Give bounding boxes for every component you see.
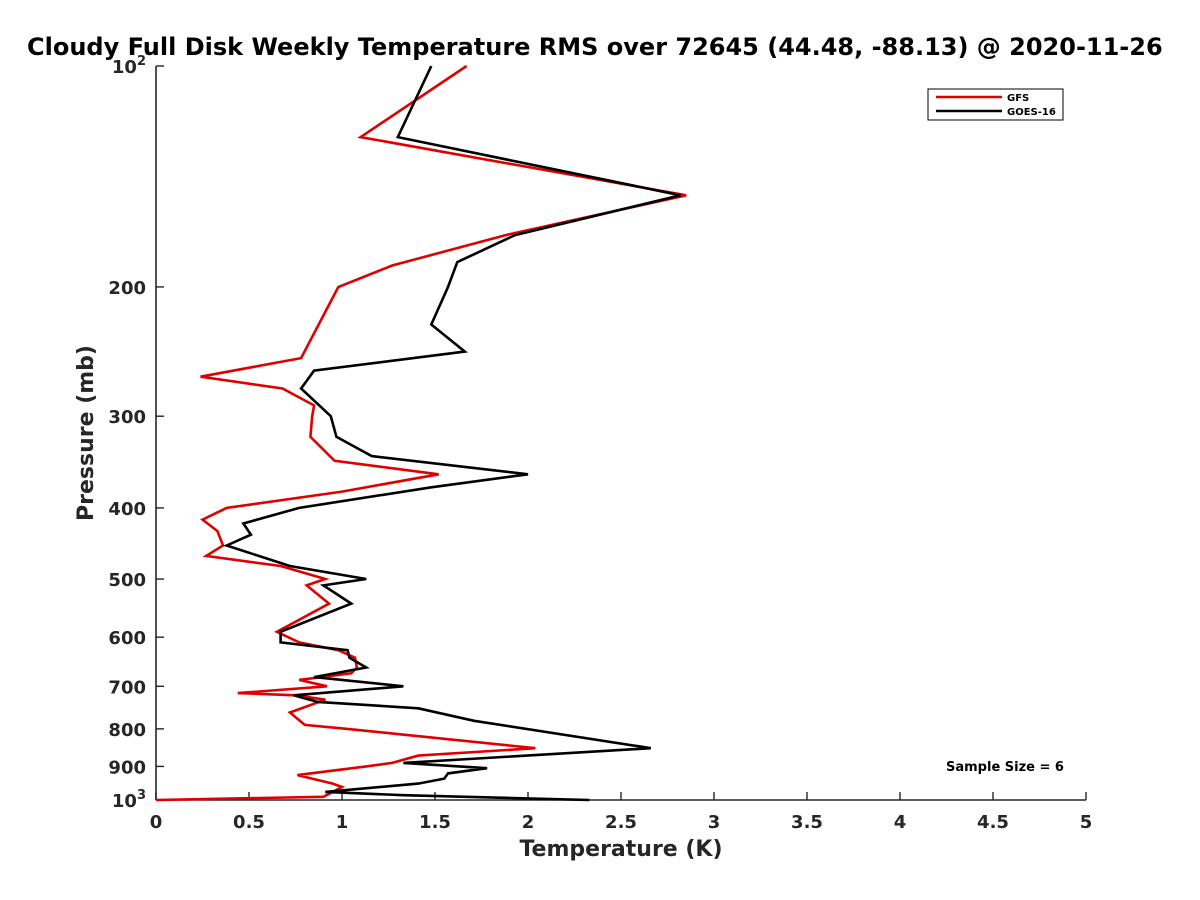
y-tick-label: 600 xyxy=(108,628,146,649)
y-tick-label: 400 xyxy=(108,499,146,520)
y-tick-base: 10 xyxy=(112,791,137,812)
x-tick-label: 3.5 xyxy=(791,812,823,833)
y-axis-label: Pressure (mb) xyxy=(74,345,99,521)
series-line-goes16 xyxy=(223,65,681,802)
y-tick-label: 900 xyxy=(108,757,146,778)
x-tick-label: 4 xyxy=(894,812,907,833)
y-tick-label: 200 xyxy=(108,278,146,299)
y-tick-label: 500 xyxy=(108,570,146,591)
y-tick-exponent: 3 xyxy=(137,788,146,803)
x-tick-label: 3 xyxy=(708,812,721,833)
legend-label-goes16: GOES-16 xyxy=(1007,107,1056,118)
x-axis-label: Temperature (K) xyxy=(519,837,722,862)
sample-size-annotation: Sample Size = 6 xyxy=(946,760,1064,775)
x-tick-label: 1.5 xyxy=(419,812,451,833)
y-tick-label: 800 xyxy=(108,720,146,741)
x-tick-label: 2 xyxy=(522,812,535,833)
x-tick-label: 5 xyxy=(1080,812,1093,833)
series-lines xyxy=(155,64,687,802)
chart-title: Cloudy Full Disk Weekly Temperature RMS … xyxy=(27,33,1163,61)
y-tick-exponent: 2 xyxy=(137,54,146,69)
x-tick-label: 0.5 xyxy=(233,812,265,833)
x-tick-label: 2.5 xyxy=(605,812,637,833)
plot-area: 0 0.5 1 1.5 2 2.5 3 3.5 4 4.5 5 102200300400500600… xyxy=(108,54,1092,833)
y-tick-label: 103 xyxy=(112,788,146,812)
legend-label-gfs: GFS xyxy=(1007,93,1029,104)
y-tick-base: 10 xyxy=(112,57,137,78)
legend-box xyxy=(927,88,1064,121)
x-tick-label: 1 xyxy=(336,812,349,833)
x-axis-ticks: 0 0.5 1 1.5 2 2.5 3 3.5 4 4.5 5 xyxy=(150,792,1093,833)
y-tick-label: 102 xyxy=(112,54,146,78)
y-tick-label: 700 xyxy=(108,677,146,698)
y-tick-label: 300 xyxy=(108,407,146,428)
x-tick-label: 0 xyxy=(150,812,163,833)
x-tick-label: 4.5 xyxy=(977,812,1009,833)
legend: GFS GOES-16 xyxy=(927,88,1064,121)
series-line-gfs xyxy=(155,64,687,802)
